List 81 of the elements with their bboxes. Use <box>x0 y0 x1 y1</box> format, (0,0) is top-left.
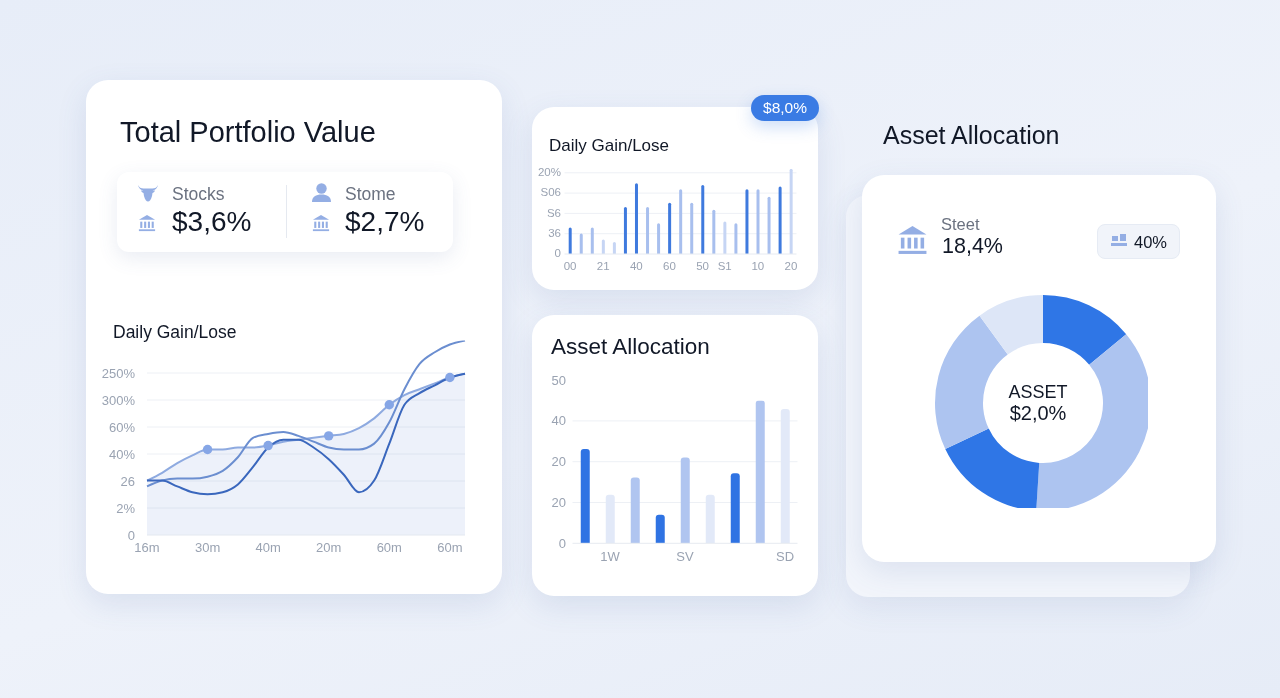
x-tick-label: 00 <box>563 260 577 273</box>
text: $3,6% <box>172 206 252 237</box>
donut-slice <box>935 315 1008 449</box>
x-tick-label: S1 <box>717 260 732 273</box>
text: Stome <box>345 183 396 204</box>
x-tick-label: SD <box>775 548 795 564</box>
bar <box>623 207 627 254</box>
text: S6 <box>546 206 561 220</box>
text: $2,7% <box>345 206 425 237</box>
bar <box>646 207 650 254</box>
bar <box>580 449 590 544</box>
x-tick-label: 60 <box>663 260 676 273</box>
point <box>263 440 273 451</box>
bar <box>568 227 572 254</box>
x-tick-label: 60m <box>376 540 402 556</box>
bar <box>778 186 782 254</box>
text: 0 <box>554 247 561 260</box>
text: 250% <box>101 365 135 381</box>
bar <box>755 400 765 544</box>
text: $2,0% <box>1009 402 1067 424</box>
point <box>384 400 395 410</box>
bar <box>745 189 749 254</box>
bar <box>723 221 727 254</box>
chart-title: Asset Allocation <box>883 120 1060 149</box>
x-tick-label: 30m <box>194 540 221 556</box>
text: 40% <box>108 446 135 462</box>
x-tick-label: 20m <box>316 540 342 556</box>
text: 0 <box>127 527 135 543</box>
point <box>445 372 455 383</box>
donut-slice <box>979 295 1043 355</box>
text: 36 <box>548 226 561 240</box>
x-tick-label: 16m <box>134 540 160 556</box>
text: 40 <box>551 413 566 429</box>
bar <box>634 183 638 254</box>
bar <box>680 457 690 544</box>
chart-title: Asset Allocation <box>551 333 710 359</box>
text: 20% <box>537 166 561 179</box>
text: 50 <box>551 372 566 388</box>
bar <box>734 223 738 254</box>
text: ASSET <box>1008 382 1068 402</box>
x-tick-label: 50 <box>696 260 709 273</box>
x-tick-label: 21 <box>596 260 610 273</box>
bar <box>679 189 683 254</box>
chart-title: Daily Gain/Lose <box>549 135 670 155</box>
x-tick-label: 60m <box>437 540 463 556</box>
bar <box>767 196 771 254</box>
text: 20 <box>551 495 566 510</box>
x-tick-label: 1W <box>600 548 621 564</box>
x-tick-label: 40 <box>629 260 643 273</box>
bar <box>657 223 661 254</box>
bar <box>590 227 594 254</box>
text: 2% <box>116 500 135 516</box>
x-tick-label: 40m <box>255 540 281 556</box>
bar <box>730 473 740 544</box>
donut-slice <box>945 428 1040 508</box>
bar <box>701 184 705 254</box>
text: 0 <box>558 535 566 551</box>
point <box>202 444 213 455</box>
bar <box>630 477 640 544</box>
bar <box>668 202 672 254</box>
text: Stocks <box>172 183 225 204</box>
x-tick-label: SV <box>676 548 694 564</box>
text: 60% <box>108 419 135 435</box>
bar <box>690 202 694 254</box>
text: 18,4% <box>942 234 1003 258</box>
x-tick-label: 20 <box>784 260 798 273</box>
bar <box>756 189 760 254</box>
text: S06 <box>540 186 561 199</box>
text: Total Portfolio Value <box>120 116 376 148</box>
text: 40% <box>1134 232 1168 251</box>
x-tick-label: 10 <box>751 260 765 273</box>
text: $8,0% <box>763 99 807 117</box>
point <box>323 431 334 441</box>
bar <box>712 209 716 254</box>
text: 26 <box>120 473 135 489</box>
text: 300% <box>101 392 135 408</box>
chart-title: Daily Gain/Lose <box>113 322 237 342</box>
bar <box>789 168 793 254</box>
text: 20 <box>551 454 566 470</box>
bar <box>655 514 665 544</box>
text: Steet <box>941 215 980 233</box>
